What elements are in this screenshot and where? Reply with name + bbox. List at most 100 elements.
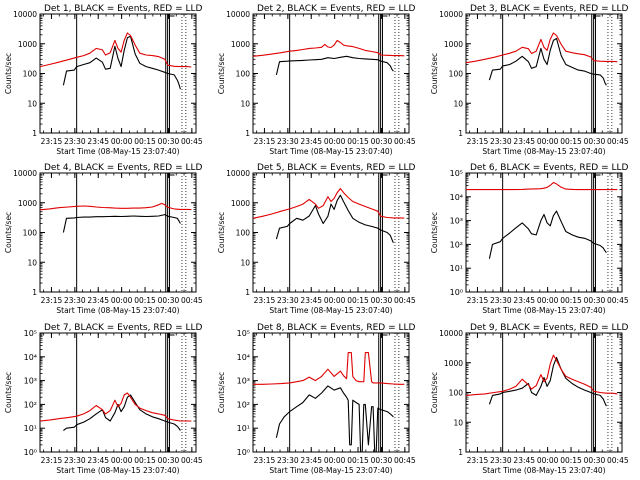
y-tick-label: 10000	[439, 329, 463, 338]
y-tick-label: 1	[32, 129, 37, 138]
events-series-line	[62, 35, 181, 90]
y-axis-label: Counts/sec	[4, 53, 13, 94]
x-axis-label: Start Time (08-May-15 23:07:40)	[269, 306, 392, 315]
x-tick-label: 23:30	[490, 296, 512, 305]
x-tick-label: 00:45	[181, 296, 203, 305]
detector-panel: Det 7, BLACK = Events, RED = LLD 10⁰ 10¹ 10…	[4, 323, 203, 475]
y-tick-label: 10⁴	[237, 353, 250, 362]
x-tick-label: 00:45	[181, 137, 203, 146]
y-tick-label: 10	[240, 99, 250, 108]
y-tick-label: 1	[458, 448, 463, 457]
y-tick-label: 100	[449, 70, 464, 79]
y-tick-label: 10000	[13, 10, 37, 19]
y-tick-label: 1	[458, 129, 463, 138]
y-tick-label: 1000	[18, 199, 37, 208]
x-axis-label: Start Time (08-May-15 23:07:40)	[56, 147, 179, 156]
x-tick-label: 00:15	[560, 137, 582, 146]
x-tick-label: 23:15	[467, 456, 489, 465]
x-tick-label: 00:45	[607, 296, 629, 305]
events-series-line	[275, 55, 394, 76]
x-tick-label: 00:30	[371, 456, 393, 465]
plot-frame	[39, 332, 197, 453]
y-tick-label: 10³	[450, 217, 463, 226]
x-tick-label: 00:30	[584, 137, 606, 146]
y-tick-label: 100	[236, 70, 251, 79]
plot-frame	[39, 13, 197, 134]
y-tick-label: 10	[453, 99, 463, 108]
x-tick-label: 23:15	[467, 137, 489, 146]
y-tick-label: 10¹	[237, 424, 250, 433]
x-axis-label: Start Time (08-May-15 23:07:40)	[269, 466, 392, 475]
y-axis-label: Counts/sec	[4, 212, 13, 253]
y-tick-label: 10000	[13, 169, 37, 178]
lld-series-line	[465, 32, 618, 64]
y-tick-label: 10²	[237, 400, 250, 409]
x-tick-label: 00:45	[181, 456, 203, 465]
y-tick-label: 10	[240, 258, 250, 267]
x-tick-label: 00:15	[347, 296, 369, 305]
x-tick-label: 00:00	[111, 456, 133, 465]
y-tick-label: 10¹	[450, 264, 463, 273]
x-tick-label: 00:30	[158, 296, 180, 305]
panel-title: Det 2, BLACK = Events, RED = LLD	[257, 4, 416, 14]
detector-panel: Det 5, BLACK = Events, RED = LLD 1 10 100 10…	[217, 163, 416, 315]
panel-title: Det 8, BLACK = Events, RED = LLD	[257, 323, 416, 333]
x-tick-label: 00:00	[537, 137, 559, 146]
x-tick-label: 00:30	[158, 137, 180, 146]
x-axis-label: Start Time (08-May-15 23:07:40)	[269, 147, 392, 156]
x-axis-label: Start Time (08-May-15 23:07:40)	[482, 466, 605, 475]
y-tick-label: 1000	[18, 40, 37, 49]
y-tick-label: 100	[23, 70, 38, 79]
y-tick-label: 10³	[237, 377, 250, 386]
y-tick-label: 10	[453, 418, 463, 427]
panel-title: Det 6, BLACK = Events, RED = LLD	[470, 163, 629, 173]
y-tick-label: 10⁰	[24, 448, 37, 457]
y-tick-label: 1000	[231, 199, 250, 208]
lld-series-line	[39, 392, 192, 422]
x-tick-label: 00:15	[134, 456, 156, 465]
x-tick-label: 00:15	[134, 137, 156, 146]
x-tick-label: 23:15	[254, 137, 276, 146]
x-tick-label: 00:00	[537, 296, 559, 305]
x-axis-label: Start Time (08-May-15 23:07:40)	[482, 306, 605, 315]
x-tick-label: 23:30	[64, 296, 86, 305]
detector-panel: Det 1, BLACK = Events, RED = LLD 1 10 100 10…	[4, 4, 203, 156]
x-tick-label: 23:30	[64, 137, 86, 146]
x-tick-label: 00:00	[324, 296, 346, 305]
y-tick-label: 100	[236, 229, 251, 238]
detector-panel: Det 2, BLACK = Events, RED = LLD 1 10 100 10…	[217, 4, 416, 156]
x-tick-label: 00:30	[371, 137, 393, 146]
y-tick-label: 10⁴	[450, 193, 463, 202]
x-tick-label: 23:45	[87, 137, 109, 146]
y-tick-label: 10¹	[24, 424, 37, 433]
y-tick-label: 10²	[450, 240, 463, 249]
y-tick-label: 10⁵	[450, 169, 463, 178]
detector-panel: Det 9, BLACK = Events, RED = LLD 1 10 100 10…	[430, 323, 629, 475]
events-series-line	[63, 394, 181, 431]
x-tick-label: 23:15	[254, 296, 276, 305]
y-tick-label: 1000	[231, 40, 250, 49]
detector-panel: Det 3, BLACK = Events, RED = LLD 1 10 100 10…	[430, 4, 629, 156]
x-tick-label: 00:00	[537, 456, 559, 465]
y-tick-label: 10000	[226, 169, 250, 178]
x-axis-label: Start Time (08-May-15 23:07:40)	[482, 147, 605, 156]
plot-frame	[252, 332, 410, 453]
y-axis-label: Counts/sec	[430, 53, 439, 94]
y-axis-label: Counts/sec	[430, 372, 439, 413]
lld-series-line	[252, 188, 405, 219]
plot-frame	[252, 172, 410, 293]
y-axis-label: Counts/sec	[4, 372, 13, 413]
x-tick-label: 23:15	[254, 456, 276, 465]
y-tick-label: 1	[32, 288, 37, 297]
x-tick-label: 00:00	[324, 456, 346, 465]
events-series-line	[488, 210, 607, 259]
x-tick-label: 23:30	[490, 137, 512, 146]
x-tick-label: 00:15	[347, 456, 369, 465]
y-tick-label: 10³	[24, 377, 37, 386]
lld-series-line	[252, 39, 405, 57]
x-tick-label: 23:30	[64, 456, 86, 465]
x-tick-label: 00:15	[134, 296, 156, 305]
lld-series-line	[39, 202, 192, 211]
events-series-line	[488, 356, 607, 407]
